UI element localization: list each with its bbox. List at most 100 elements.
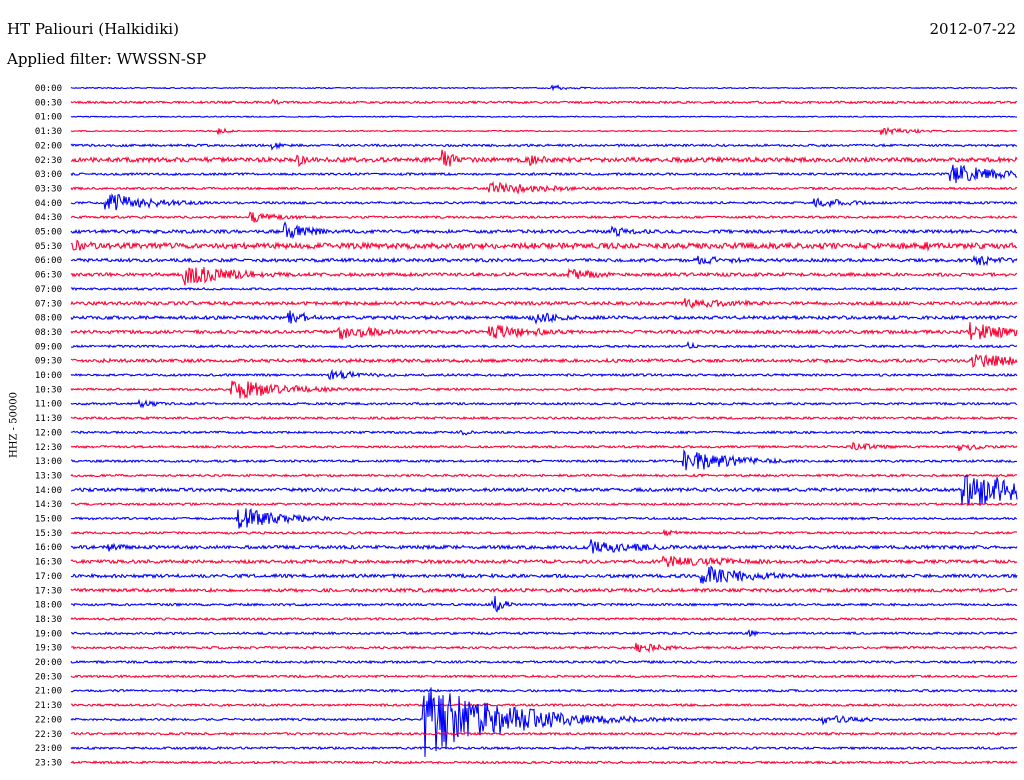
row-time-label: 17:30: [35, 586, 62, 596]
row-time-label: 10:00: [35, 371, 62, 381]
trace-line: [70, 659, 1018, 665]
trace-line: [71, 115, 1018, 118]
trace-line: [70, 380, 1018, 400]
row-time-label: 18:30: [35, 615, 62, 625]
row-time-label: 02:30: [35, 156, 62, 166]
row-time-label: 23:00: [35, 744, 62, 754]
row-time-label: 08:30: [35, 328, 62, 338]
row-time-label: 15:30: [35, 529, 62, 539]
row-time-label: 20:00: [35, 658, 62, 668]
row-time-label: 04:00: [35, 199, 62, 209]
row-time-label: 00:00: [35, 84, 62, 94]
trace-line: [70, 429, 1018, 436]
trace-line: [71, 642, 1018, 654]
row-time-label: 04:30: [35, 213, 62, 223]
trace-line: [70, 616, 1018, 622]
row-time-label: 11:00: [35, 400, 62, 410]
trace-line: [70, 528, 1018, 537]
row-time-label: 10:30: [35, 385, 62, 395]
trace-line: [70, 555, 1018, 568]
trace-line: [70, 340, 1018, 349]
trace-line: [70, 193, 1018, 211]
trace-line: [70, 688, 1018, 694]
trace-line: [70, 180, 1018, 195]
trace-line: [70, 442, 1018, 452]
trace-line: [70, 98, 1018, 105]
trace-line: [70, 141, 1018, 151]
row-time-label: 06:30: [35, 271, 62, 281]
trace-line: [70, 221, 1018, 240]
trace-line: [70, 322, 1018, 340]
trace-line: [70, 586, 1018, 594]
row-time-label: 18:00: [35, 601, 62, 611]
row-time-label: 17:00: [35, 572, 62, 582]
row-time-label: 20:30: [35, 672, 62, 682]
trace-line: [71, 702, 1017, 708]
trace-line: [70, 745, 1018, 751]
trace-line: [70, 298, 1018, 309]
row-time-label: 09:00: [35, 342, 62, 352]
trace-line: [70, 731, 1018, 737]
row-time-label: 13:00: [35, 457, 62, 467]
row-time-label: 22:00: [35, 715, 62, 725]
row-time-label: 07:00: [35, 285, 62, 295]
trace-line: [70, 126, 1018, 136]
trace-line: [70, 565, 1018, 584]
row-time-label: 08:00: [35, 314, 62, 324]
row-time-label: 05:00: [35, 228, 62, 238]
row-time-label: 06:00: [35, 256, 62, 266]
row-time-label: 19:00: [35, 629, 62, 639]
row-time-label: 11:30: [35, 414, 62, 424]
date-label: 2012-07-22: [929, 20, 1016, 38]
row-time-label: 03:30: [35, 184, 62, 194]
trace-line: [70, 629, 1018, 638]
row-time-label: 12:00: [35, 428, 62, 438]
trace-line: [70, 211, 1018, 223]
trace-line: [70, 149, 1018, 168]
trace-line: [70, 239, 1018, 252]
trace-line: [70, 596, 1018, 613]
row-time-label: 01:00: [35, 113, 62, 123]
trace-line: [70, 760, 1018, 765]
row-time-label: 02:00: [35, 141, 62, 151]
station-title: HT Paliouri (Halkidiki): [7, 20, 179, 38]
row-time-label: 14:30: [35, 500, 62, 510]
filter-label: Applied filter: WWSSN-SP: [7, 50, 207, 68]
trace-line: [70, 415, 1018, 421]
row-time-label: 12:30: [35, 443, 62, 453]
trace-line: [70, 674, 1018, 679]
trace-line: [70, 539, 1018, 554]
trace-line: [70, 84, 1018, 92]
trace-line: [70, 398, 1018, 409]
row-time-label: 22:30: [35, 730, 62, 740]
row-time-label: 03:00: [35, 170, 62, 180]
row-time-label: 16:30: [35, 558, 62, 568]
row-time-label: 09:30: [35, 357, 62, 367]
trace-line: [70, 508, 1018, 529]
trace-line: [70, 473, 1018, 478]
row-time-label: 21:00: [35, 687, 62, 697]
row-time-label: 01:30: [35, 127, 62, 137]
row-time-label: 07:30: [35, 299, 62, 309]
trace-line: [70, 474, 1018, 507]
row-time-label: 19:30: [35, 644, 62, 654]
trace-line: [70, 310, 1018, 325]
trace-line: [70, 286, 1018, 292]
row-time-label: 23:30: [35, 758, 62, 768]
seismic-traces: [70, 84, 1018, 765]
trace-line: [70, 267, 1018, 286]
trace-line: [70, 254, 1018, 266]
row-time-label: 05:30: [35, 242, 62, 252]
trace-line: [70, 687, 1018, 757]
trace-line: [70, 448, 1018, 471]
row-time-label: 14:00: [35, 486, 62, 496]
row-time-label: 16:00: [35, 543, 62, 553]
row-time-label: 15:00: [35, 515, 62, 525]
trace-line: [70, 354, 1018, 368]
row-time-label: 21:30: [35, 701, 62, 711]
time-labels: 00:00 00:30 01:00 01:30 02:00 02:30 03:00 03:30…: [35, 84, 62, 768]
trace-line: [70, 501, 1018, 507]
trace-line: [70, 368, 1018, 381]
trace-line: [70, 164, 1018, 184]
